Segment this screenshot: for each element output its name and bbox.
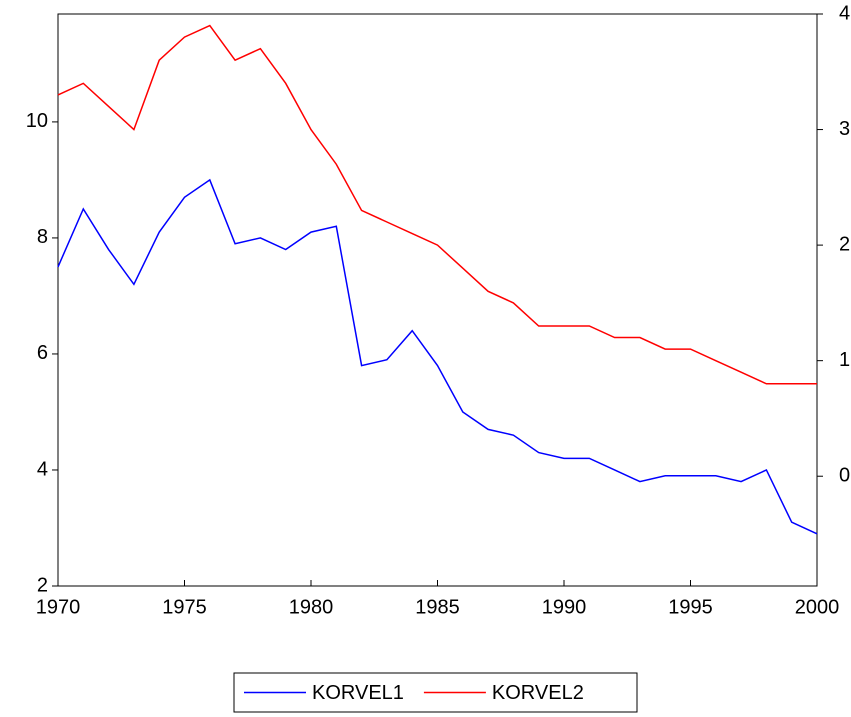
legend-label: KORVEL2 [492,682,584,704]
y-tick-label: 6 [37,342,48,364]
y-tick-label: 10 [26,110,48,132]
x-tick-label: 1975 [162,596,207,618]
x-tick-label: 1995 [668,596,713,618]
series-line [57,178,818,535]
x-tick-label: 1970 [36,596,81,618]
x-tick-label: 1980 [289,596,334,618]
series-line [57,24,817,385]
x-tick-label: 1990 [542,596,587,618]
y2-tick-label: 2 [839,233,850,255]
y-tick-label: 8 [37,226,48,248]
y2-tick-label: 0 [839,465,850,487]
legend-label: KORVEL1 [312,682,404,704]
y-tick-label: 2 [37,574,48,596]
y2-tick-label: 1 [839,349,850,371]
y-tick-label: 4 [37,458,48,480]
plot-frame [57,13,818,587]
y2-tick-label: 3 [839,118,850,140]
y2-tick-label: 4 [839,2,850,24]
x-tick-label: 1985 [415,596,460,618]
x-tick-label: 2000 [795,596,840,618]
